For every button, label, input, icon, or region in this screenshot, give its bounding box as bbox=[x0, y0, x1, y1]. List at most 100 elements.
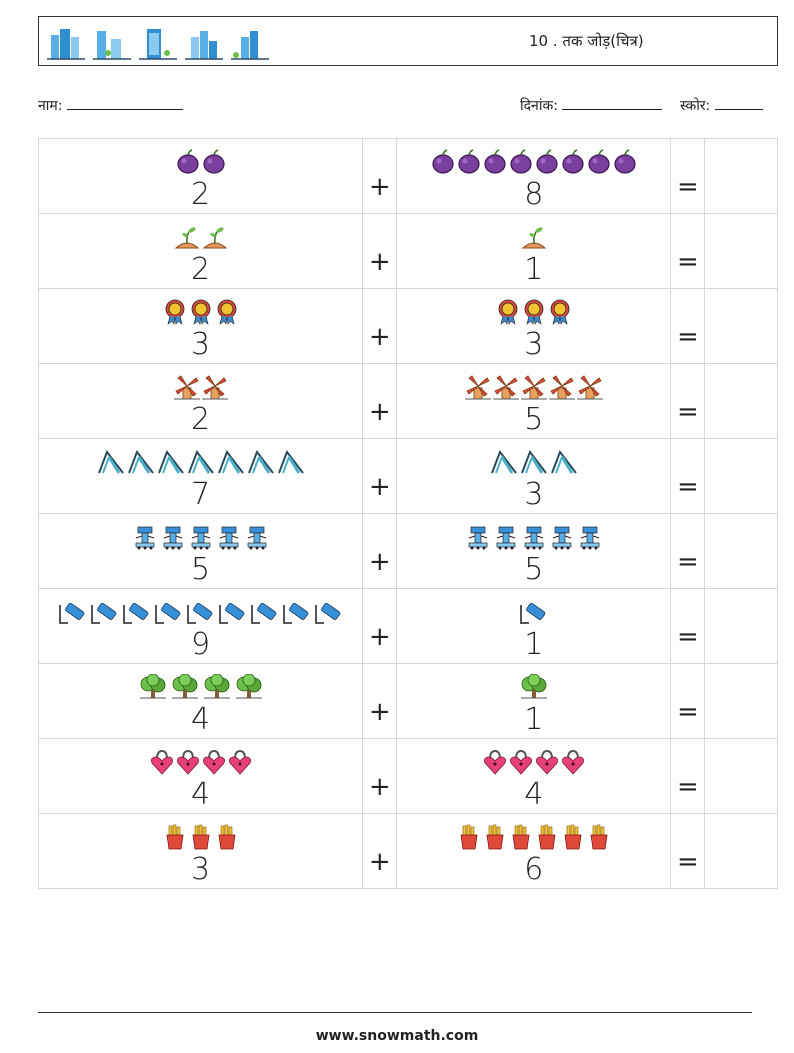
plus-sign: + bbox=[368, 472, 391, 502]
equals-cell: = bbox=[670, 438, 706, 514]
addend-a-number: 2 bbox=[191, 252, 211, 287]
addend-b-cell: 8 bbox=[396, 138, 672, 214]
addend-b-cell: 5 bbox=[396, 513, 672, 589]
addend-a-number: 3 bbox=[191, 327, 211, 362]
slide-icon bbox=[97, 449, 125, 479]
answer-cell[interactable] bbox=[704, 138, 778, 214]
problem-row: 4 +4 = bbox=[37, 738, 778, 814]
answer-cell[interactable] bbox=[704, 588, 778, 664]
plum-icon bbox=[483, 149, 507, 179]
marker-icon bbox=[58, 599, 88, 629]
robot-icon bbox=[160, 524, 186, 554]
plus-sign: + bbox=[368, 247, 391, 277]
windmill-icon bbox=[576, 374, 603, 404]
answer-cell[interactable] bbox=[704, 738, 778, 814]
addend-a-number: 4 bbox=[191, 777, 211, 812]
building-tree-icon bbox=[93, 31, 131, 60]
addend-b-cell: 6 bbox=[396, 813, 672, 889]
plus-cell: + bbox=[362, 738, 398, 814]
marker-icon bbox=[90, 599, 120, 629]
addend-a-number: 5 bbox=[191, 552, 211, 587]
heart-lock-icon bbox=[483, 749, 507, 779]
medal-icon bbox=[163, 299, 187, 329]
heart-lock-icon bbox=[561, 749, 585, 779]
addend-b-cell: 4 bbox=[396, 738, 672, 814]
answer-cell[interactable] bbox=[704, 288, 778, 364]
plum-icon bbox=[535, 149, 559, 179]
addend-b-number: 4 bbox=[524, 777, 544, 812]
slide-icon bbox=[490, 449, 518, 479]
addend-b-number: 6 bbox=[524, 852, 544, 887]
addend-b-number: 5 bbox=[524, 552, 544, 587]
slide-icon bbox=[187, 449, 215, 479]
robot-icon bbox=[465, 524, 491, 554]
equals-cell: = bbox=[670, 813, 706, 889]
plum-icon bbox=[202, 149, 226, 179]
plus-cell: + bbox=[362, 288, 398, 364]
date-blank[interactable] bbox=[562, 95, 663, 110]
robot-icon bbox=[216, 524, 242, 554]
answer-cell[interactable] bbox=[704, 363, 778, 439]
marker-icon bbox=[122, 599, 152, 629]
footer-rule bbox=[38, 1012, 752, 1013]
fries-icon bbox=[587, 824, 611, 854]
addend-a-cell: 3 bbox=[37, 288, 364, 364]
plus-cell: + bbox=[362, 663, 398, 739]
plus-cell: + bbox=[362, 438, 398, 514]
addend-b-pictures bbox=[397, 149, 670, 179]
addend-a-cell: 7 bbox=[37, 438, 364, 514]
answer-cell[interactable] bbox=[704, 213, 778, 289]
addend-b-cell: 3 bbox=[396, 288, 672, 364]
addition-table: 2 +8 = 2 +1 = 3 +3 = 2 +5 = 7 +3 = 5 +5 = 9 +1 = 4 +1 = 4 +4 = 3 +6 = bbox=[37, 138, 778, 889]
answer-cell[interactable] bbox=[704, 663, 778, 739]
addend-a-cell: 2 bbox=[37, 213, 364, 289]
plus-sign: + bbox=[368, 622, 391, 652]
addend-a-cell: 5 bbox=[37, 513, 364, 589]
slide-icon bbox=[277, 449, 305, 479]
equals-cell: = bbox=[670, 738, 706, 814]
heart-lock-icon bbox=[228, 749, 252, 779]
windmill-icon bbox=[548, 374, 575, 404]
medal-icon bbox=[522, 299, 546, 329]
addend-a-cell: 3 bbox=[37, 813, 364, 889]
slide-icon bbox=[217, 449, 245, 479]
addend-b-pictures bbox=[397, 374, 670, 404]
plus-sign: + bbox=[368, 322, 391, 352]
answer-cell[interactable] bbox=[704, 813, 778, 889]
problem-row: 5 +5 = bbox=[37, 513, 778, 589]
windmill-icon bbox=[201, 374, 228, 404]
addend-b-cell: 1 bbox=[396, 663, 672, 739]
name-field: नाम: bbox=[38, 95, 183, 115]
addend-a-pictures bbox=[39, 749, 362, 779]
answer-cell[interactable] bbox=[704, 513, 778, 589]
footer-url: www.snowmath.com bbox=[315, 1028, 479, 1044]
addend-a-pictures bbox=[39, 149, 362, 179]
windmill-icon bbox=[492, 374, 519, 404]
problem-row: 7 +3 = bbox=[37, 438, 778, 514]
windmill-icon bbox=[520, 374, 547, 404]
equals-sign: = bbox=[676, 622, 699, 652]
marker-icon bbox=[282, 599, 312, 629]
addend-a-pictures bbox=[39, 449, 362, 479]
marker-icon bbox=[314, 599, 344, 629]
robot-icon bbox=[521, 524, 547, 554]
plus-sign: + bbox=[368, 772, 391, 802]
addend-b-cell: 1 bbox=[396, 213, 672, 289]
name-blank[interactable] bbox=[66, 95, 183, 110]
addend-b-number: 3 bbox=[524, 477, 544, 512]
addend-b-cell: 5 bbox=[396, 363, 672, 439]
answer-cell[interactable] bbox=[704, 438, 778, 514]
fries-icon bbox=[163, 824, 187, 854]
score-blank[interactable] bbox=[714, 95, 763, 110]
plum-icon bbox=[431, 149, 455, 179]
date-field: दिनांक: bbox=[520, 95, 663, 115]
medal-icon bbox=[496, 299, 520, 329]
addend-b-pictures bbox=[397, 749, 670, 779]
addend-a-number: 2 bbox=[191, 402, 211, 437]
equals-cell: = bbox=[670, 363, 706, 439]
plus-cell: + bbox=[362, 213, 398, 289]
plus-cell: + bbox=[362, 513, 398, 589]
medal-icon bbox=[215, 299, 239, 329]
plus-cell: + bbox=[362, 363, 398, 439]
problem-row: 4 +1 = bbox=[37, 663, 778, 739]
